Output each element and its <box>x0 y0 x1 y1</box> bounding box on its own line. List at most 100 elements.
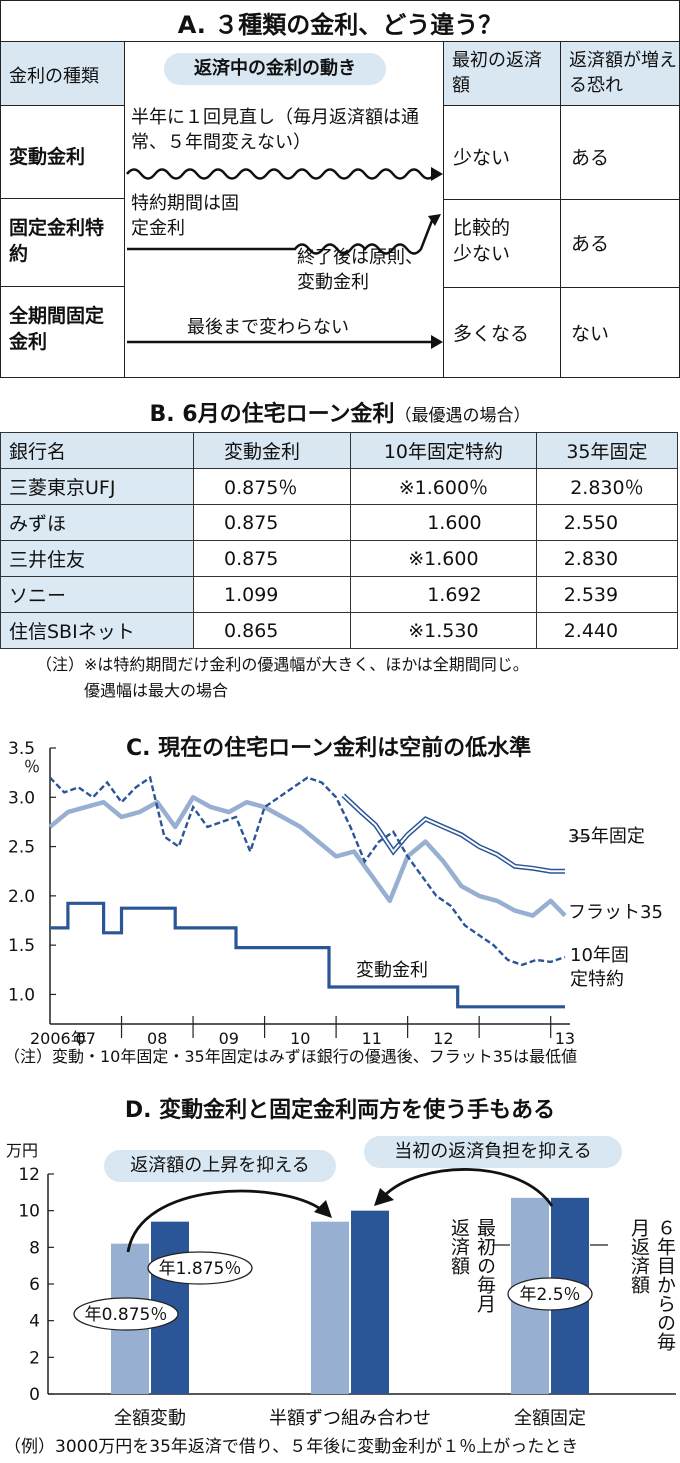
row-divider <box>443 287 679 288</box>
y-tick-label: 1.0 <box>8 985 35 1005</box>
risk-header-label: 返済額が増える恐れ <box>569 50 677 96</box>
series-line-10y-fixed <box>49 775 566 967</box>
rate-cell: 2.539 <box>535 576 679 613</box>
rate-cell: 1.692 <box>349 576 537 613</box>
y-tick-label: 1.5 <box>8 936 35 956</box>
arrow-left <box>126 1189 323 1253</box>
rate-cell: 2.550 <box>535 504 679 541</box>
y-tick-label: 0 <box>29 1385 40 1405</box>
label-first-payment: 最初の毎月返済額 <box>448 1218 496 1313</box>
y-tick-label: 4 <box>29 1312 40 1332</box>
bank-name: 三菱東京UFJ <box>0 468 194 505</box>
annotation-bubble <box>507 1277 593 1311</box>
table-row: みずほ 0.875 1.600 2.550 <box>0 504 679 541</box>
y-tick-label: 2.0 <box>8 887 35 907</box>
section-b-note-2: 優遇幅は最大の場合 <box>84 681 229 700</box>
rate-annotation-25: 年2.5％ <box>519 1285 580 1305</box>
first-value: 多くなる <box>453 323 530 345</box>
label-sixth-year-payment: ６年目からの毎月返済額 <box>628 1218 676 1351</box>
first-value: 比較的少ない <box>453 217 511 265</box>
table-header-cell: 35年固定 <box>535 432 679 469</box>
table-row: 住信SBIネット 0.865 ※1.530 2.440 <box>0 612 679 649</box>
y-tick-label: 3.0 <box>8 788 35 808</box>
table-row: ソニー 1.099 1.692 2.539 <box>0 576 679 613</box>
bank-name: ソニー <box>0 576 194 613</box>
section-b-subtitle: （最優遇の場合） <box>394 406 531 426</box>
series-line-variable <box>50 901 565 1009</box>
series-label-flat35: フラット35 <box>568 902 663 923</box>
risk-value: ある <box>571 233 610 255</box>
rate-cell: 0.875％ <box>193 468 351 505</box>
x-tick-label: 09 <box>219 1029 239 1046</box>
x-tick-label: 13 <box>555 1029 575 1046</box>
type-row-1: 固定金利特約 <box>1 199 125 287</box>
table-header-cell: 銀行名 <box>0 432 194 469</box>
table-header-cell: 変動金利 <box>193 432 351 469</box>
first-col-body <box>443 106 561 377</box>
section-b-title: B. 6月の住宅ローン金利（最優遇の場合） <box>0 396 680 428</box>
rate-cell: 1.600 <box>349 504 537 541</box>
table-header-row: 銀行名 変動金利 10年固定特約 35年固定 <box>0 432 679 469</box>
x-tick-label: 10 <box>290 1029 310 1046</box>
table-row: 三井住友 0.875 ※1.600 2.830 <box>0 540 679 577</box>
note-fixed-special: 特約期間は固定金利 <box>131 193 239 239</box>
rate-cell: 1.099 <box>193 576 351 613</box>
y-tick-label: 6 <box>29 1275 40 1295</box>
type-row-0: 変動金利 <box>1 106 125 199</box>
type-name: 固定金利特約 <box>9 217 105 265</box>
section-a: A. ３種類の金利、どう違う？ 金利の種類 変動金利 固定金利特約 全期間固定金… <box>0 0 680 378</box>
section-b-note-1: （注）※は特約期間だけ金利の優遇幅が大きく、ほかは全期間同じ。 <box>36 655 529 674</box>
series-label-35y-fixed: 35年固定 <box>568 826 645 847</box>
rate-cell: ※1.530 <box>349 612 537 649</box>
category-label: 半額ずつ組み合わせ <box>269 1408 431 1429</box>
arrow-right-head <box>374 1188 394 1206</box>
y-axis-unit: ％ <box>24 757 40 776</box>
rate-annotation-1875: 年1.875％ <box>159 1259 242 1279</box>
arrow-left-head <box>314 1200 332 1218</box>
rate-cell: ※1.600％ <box>349 468 537 505</box>
risk-value: ない <box>571 323 610 345</box>
series-label-10y-fixed-1: 10年固 <box>570 945 629 966</box>
series-line-35y-fixed-inner <box>342 794 565 873</box>
rates-table: 銀行名 変動金利 10年固定特約 35年固定 三菱東京UFJ 0.875％ ※1… <box>0 432 679 649</box>
type-row-2: 全期間固定金利 <box>1 287 125 377</box>
x-tick-label: 07 <box>76 1029 96 1046</box>
note-variable: 半年に１回見直し（毎月返済額は通常、５年間変えない） <box>131 107 419 153</box>
annotation-bubble <box>73 1297 179 1331</box>
type-name: 全期間固定金利 <box>9 305 105 353</box>
pill-right: 当初の返済負担を抑える <box>364 1136 622 1168</box>
series-label-variable: 変動金利 <box>356 960 428 981</box>
type-header: 金利の種類 <box>1 42 125 106</box>
first-header: 最初の返済額 <box>443 42 561 106</box>
y-tick-label: 3.5 <box>8 739 35 759</box>
rate-cell: 2.830 <box>535 540 679 577</box>
section-d-title: D. 変動金利と固定金利両方を使う手もある <box>124 1098 556 1123</box>
y-tick-label: 8 <box>29 1238 40 1258</box>
y-tick-label: 2 <box>29 1348 40 1368</box>
risk-value: ある <box>571 147 610 169</box>
bank-name: 三井住友 <box>0 540 194 577</box>
category-label: 全額固定 <box>514 1408 586 1429</box>
bar-sixth-year-payment <box>351 1210 389 1394</box>
x-tick-label: 11 <box>362 1029 382 1046</box>
risk-header: 返済額が増える恐れ <box>561 42 679 106</box>
rate-annotation-0875: 年0.875％ <box>85 1305 168 1325</box>
rate-cell: 0.875 <box>193 504 351 541</box>
first-header-label: 最初の返済額 <box>452 50 542 96</box>
arrow-fixed-special <box>127 217 435 255</box>
section-a-title: A. ３種類の金利、どう違う？ <box>177 11 503 39</box>
series-line-flat35 <box>48 795 567 918</box>
section-c-title: C. 現在の住宅ローン金利は空前の低水準 <box>126 736 532 761</box>
pill-left: 返済額の上昇を抑える <box>104 1150 336 1182</box>
annotation-bubble <box>147 1251 253 1285</box>
type-name: 変動金利 <box>9 146 86 168</box>
x-tick-label: 12 <box>433 1029 453 1046</box>
note-all-fixed: 最後まで変わらない <box>187 317 349 338</box>
rate-cell: 2.830％ <box>535 468 679 505</box>
series-label-10y-fixed-2: 定特約 <box>570 969 624 990</box>
x-tick-label: 08 <box>147 1029 167 1046</box>
row-divider <box>443 199 679 200</box>
x-tick-label: 2006年 <box>30 1029 87 1046</box>
